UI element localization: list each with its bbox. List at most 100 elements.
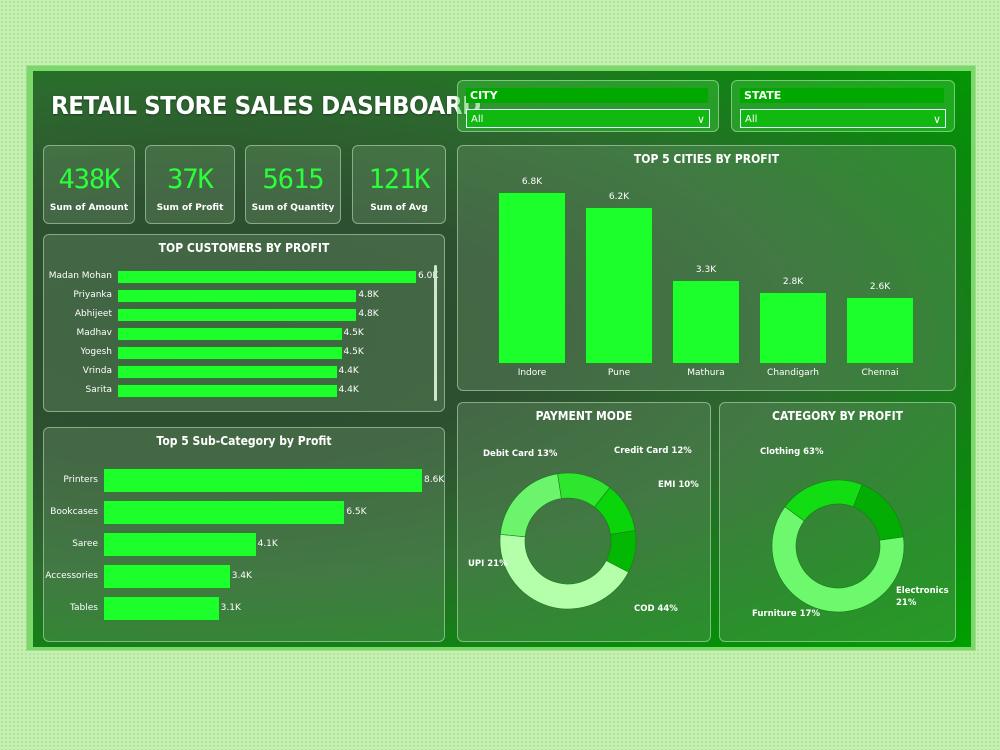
bar	[118, 309, 357, 321]
category-label: Tables	[70, 603, 98, 613]
data-label: 6.0K	[418, 271, 439, 281]
payment-mode-chart: Credit Card 12% EMI 10% COD 44% UPI 21% Debi…	[468, 446, 699, 614]
slice-label: Credit Card 12%	[614, 446, 692, 456]
data-label: 6.2K	[608, 192, 630, 202]
kpi-card-profit[interactable]: 37K Sum of Profit	[145, 145, 235, 224]
category-label: Mathura	[687, 368, 725, 378]
data-label: 4.8K	[358, 290, 379, 300]
bar	[586, 208, 652, 363]
data-label: 6.8K	[521, 177, 543, 187]
data-label: 6.5K	[346, 507, 367, 517]
kpi-value: 121K	[368, 164, 430, 195]
bar	[499, 193, 565, 363]
bar	[118, 290, 357, 302]
bar	[104, 533, 256, 556]
category-profit-card: CATEGORY BY PROFIT Clothing 63% Electroni…	[719, 402, 956, 642]
data-label: 3.4K	[231, 571, 252, 581]
slice-label: Furniture 17%	[752, 609, 820, 619]
category-label: Pune	[607, 368, 631, 378]
category-label: Abhijeet	[74, 309, 112, 319]
donut-slice	[499, 534, 629, 610]
slice-label: UPI 21%	[468, 559, 508, 569]
bar	[104, 469, 422, 492]
data-label: 3.3K	[695, 264, 717, 275]
state-filter: STATE All ∨	[731, 80, 955, 132]
category-label: Bookcases	[50, 507, 98, 517]
data-label: 4.1K	[257, 539, 278, 549]
sub-category-chart: Printers 8.6K Bookcases 6.5K Saree 4.1K Access…	[44, 428, 444, 641]
chevron-down-icon: ∨	[696, 113, 705, 126]
bar	[847, 298, 913, 363]
bar	[118, 271, 416, 283]
top-customers-chart: Madan Mohan 6.0K Priyanka 4.8K Abhijeet 4.8K M…	[44, 235, 444, 411]
state-dropdown-value: All	[745, 114, 758, 125]
data-label: 4.4K	[338, 366, 359, 376]
kpi-card-amount[interactable]: 438K Sum of Amount	[43, 145, 135, 224]
category-label: Chennai	[861, 368, 899, 378]
kpi-label: Sum of Quantity	[251, 203, 335, 213]
category-label: Chandigarh	[767, 368, 819, 378]
category-label: Sarita	[85, 385, 112, 395]
data-label: 2.8K	[782, 277, 804, 287]
category-label: Saree	[72, 539, 98, 549]
bar	[104, 565, 230, 588]
kpi-value: 37K	[167, 164, 214, 195]
category-label: Priyanka	[73, 290, 112, 300]
donut-slice	[784, 479, 863, 522]
slice-label: Clothing 63%	[760, 447, 824, 457]
sub-category-card: Top 5 Sub-Category by Profit Printers 8.6…	[43, 427, 445, 642]
data-label: 4.5K	[343, 328, 364, 338]
top-cities-title: TOP 5 CITIES BY PROFIT	[633, 152, 780, 166]
top-customers-card: TOP CUSTOMERS BY PROFIT Madan Mohan 6.0K P…	[43, 234, 445, 412]
city-filter-label: CITY	[466, 88, 708, 103]
category-profit-chart: Clothing 63% Electronics 21% Furniture 17%	[752, 447, 949, 619]
bar	[760, 293, 826, 363]
top-cities-chart: 6.8K Indore 6.2K Pune 3.3K Mathura 2.8K Chandig…	[458, 146, 955, 390]
data-label: 2.6K	[869, 282, 891, 292]
top-cities-card: TOP 5 CITIES BY PROFIT 6.8K Indore 6.2K Pun…	[457, 145, 956, 391]
city-dropdown[interactable]: All ∨	[466, 109, 710, 128]
kpi-value: 5615	[262, 164, 324, 195]
data-label: 4.5K	[343, 347, 364, 357]
scrollbar[interactable]	[434, 265, 437, 401]
kpi-label: Sum of Amount	[49, 203, 129, 213]
data-label: 4.4K	[338, 385, 359, 395]
dashboard-canvas: RETAIL STORE SALES DASHBOARD CITY All ∨ …	[33, 71, 971, 647]
category-label: Printers	[63, 475, 98, 485]
data-label: 4.8K	[358, 309, 379, 319]
slice-label: Electronics	[896, 586, 949, 596]
bar	[118, 385, 337, 397]
donut-slice	[771, 506, 905, 613]
payment-mode-card: PAYMENT MODE Credit Card 12% EMI 10% COD 4…	[457, 402, 711, 642]
chevron-down-icon: ∨	[932, 113, 941, 126]
bar	[118, 328, 342, 340]
state-filter-label: STATE	[740, 88, 944, 103]
category-label: Madan Mohan	[48, 271, 112, 281]
kpi-card-quantity[interactable]: 5615 Sum of Quantity	[245, 145, 341, 224]
kpi-label: Sum of Profit	[156, 203, 224, 213]
bar	[104, 501, 345, 524]
slice-label: COD 44%	[634, 604, 678, 614]
page-title: RETAIL STORE SALES DASHBOARD	[51, 91, 481, 120]
data-label: 8.6K	[424, 475, 445, 485]
data-label: 3.1K	[220, 603, 241, 613]
category-label: Madhav	[76, 328, 112, 338]
state-dropdown[interactable]: All ∨	[740, 109, 946, 128]
payment-mode-title: PAYMENT MODE	[535, 409, 633, 423]
bar	[118, 366, 337, 378]
category-label: Accessories	[45, 571, 98, 581]
kpi-card-avg[interactable]: 121K Sum of Avg	[352, 145, 446, 224]
bar	[118, 347, 342, 359]
slice-label: 21%	[896, 598, 917, 608]
sub-category-title: Top 5 Sub-Category by Profit	[156, 434, 332, 448]
city-dropdown-value: All	[471, 114, 484, 125]
donut-slice	[557, 472, 611, 508]
bar	[673, 280, 739, 363]
slice-label: EMI 10%	[658, 480, 699, 490]
donut-slice	[852, 484, 904, 541]
bar	[104, 597, 219, 620]
top-customers-title: TOP CUSTOMERS BY PROFIT	[158, 241, 330, 255]
kpi-label: Sum of Avg	[370, 203, 428, 213]
slice-label: Debit Card 13%	[483, 449, 558, 459]
kpi-value: 438K	[58, 164, 120, 195]
